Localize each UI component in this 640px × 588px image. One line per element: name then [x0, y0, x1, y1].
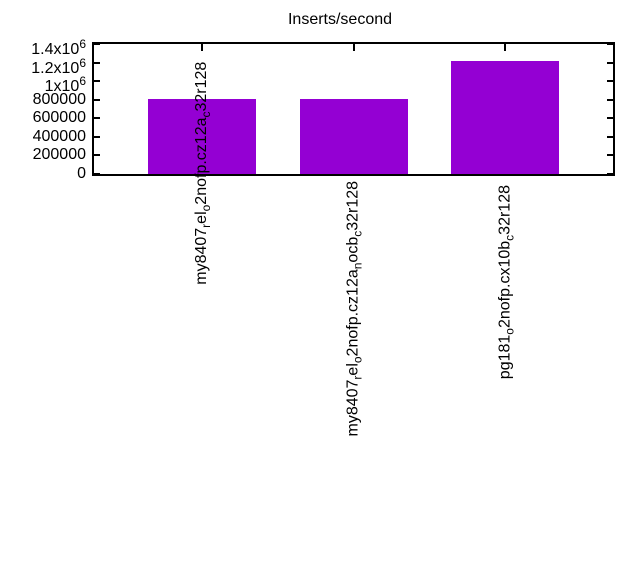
y-tick-right [607, 173, 613, 175]
y-tick-label-sup: 6 [79, 55, 86, 70]
y-tick-label: 0 [14, 166, 86, 182]
y-tick-right [607, 135, 613, 138]
y-tick-left [94, 135, 100, 138]
x-tick-top [352, 44, 355, 51]
x-category-label-sub: c [198, 111, 213, 118]
plot-area: 0 200000 400000 600000 800000 1x106 1.2x106 1.4… [31, 37, 615, 437]
y-tick-left [94, 154, 100, 157]
y-tick-label-text: 600000 [32, 109, 86, 127]
x-tick-top [200, 44, 203, 51]
x-category-label-text: 32r128 [192, 61, 210, 112]
y-tick-label: 1x106 [14, 73, 86, 95]
y-tick-label: 1.4x106 [14, 36, 86, 58]
x-category-label-text: 2nofp.cz12a [344, 269, 362, 357]
x-category-label-text: 2nofp.cx10b [496, 240, 514, 329]
y-tick-label: 400000 [14, 127, 86, 145]
y-tick-label-text: 400000 [32, 127, 86, 145]
y-tick-label: 800000 [14, 90, 86, 108]
x-category-label-text: ocb [344, 236, 362, 263]
x-category-label: my8407relo2nofp.cz12ac32r128 [192, 62, 213, 285]
x-category-label-text: pg181 [496, 334, 514, 380]
y-tick-left [94, 98, 100, 101]
chart-title: Inserts/second [287, 11, 393, 28]
x-category-label-sub: c [350, 230, 365, 237]
x-category-label-sub: o [198, 204, 213, 212]
x-category-label-sub: r [198, 223, 213, 228]
y-tick-label: 1.2x106 [14, 55, 86, 77]
x-category-label-sub: o [502, 328, 517, 335]
x-category-label-text: el [192, 211, 210, 224]
x-category-label-sub: r [350, 375, 365, 380]
y-tick-left [94, 43, 100, 45]
y-tick-label-text: 1.4x10 [31, 41, 80, 58]
chart-canvas: Inserts/second 0 200000 400000 600000 800000… [31, 11, 615, 437]
y-tick-right [607, 43, 613, 45]
y-tick-right [607, 98, 613, 101]
y-tick-label-text: 0 [77, 165, 86, 182]
y-tick-right [607, 154, 613, 157]
x-category-label-sub: c [502, 234, 517, 241]
x-category-label-text: 2nofp.cz12a [192, 117, 210, 205]
x-tick-top [504, 44, 507, 51]
y-tick-label: 200000 [14, 147, 86, 163]
x-category-label-sub: o [350, 356, 365, 364]
y-tick-right [607, 117, 613, 120]
bar [147, 99, 256, 174]
x-category-label-text: el [344, 363, 362, 376]
x-category-label-sub: n [350, 262, 365, 270]
x-category-label: my8407relo2nofp.cz12anocbc32r128 [344, 181, 365, 437]
y-tick-left [94, 173, 100, 175]
y-tick-label-sup: 6 [79, 37, 86, 51]
y-tick-label: 600000 [14, 110, 86, 126]
y-tick-left [94, 61, 100, 64]
x-category-label: pg181o2nofp.cx10bc32r128 [496, 185, 517, 588]
y-tick-right [607, 80, 613, 83]
x-category-label-text: my8407 [192, 227, 210, 285]
y-tick-left [94, 117, 100, 120]
bar [451, 61, 560, 174]
y-tick-right [607, 61, 613, 64]
y-tick-label-text: 800000 [32, 90, 86, 108]
y-tick-label-text: 1x10 [44, 78, 80, 96]
y-tick-left [94, 80, 100, 83]
y-tick-label-text: 1.2x10 [31, 59, 80, 77]
x-category-label-text: 32r128 [344, 180, 362, 231]
y-tick-label-sup: 6 [79, 74, 86, 89]
x-category-label-text: my8407 [344, 379, 362, 437]
y-tick-label-text: 200000 [32, 146, 86, 164]
x-category-label-text: 32r128 [496, 185, 514, 235]
bar [299, 98, 408, 174]
